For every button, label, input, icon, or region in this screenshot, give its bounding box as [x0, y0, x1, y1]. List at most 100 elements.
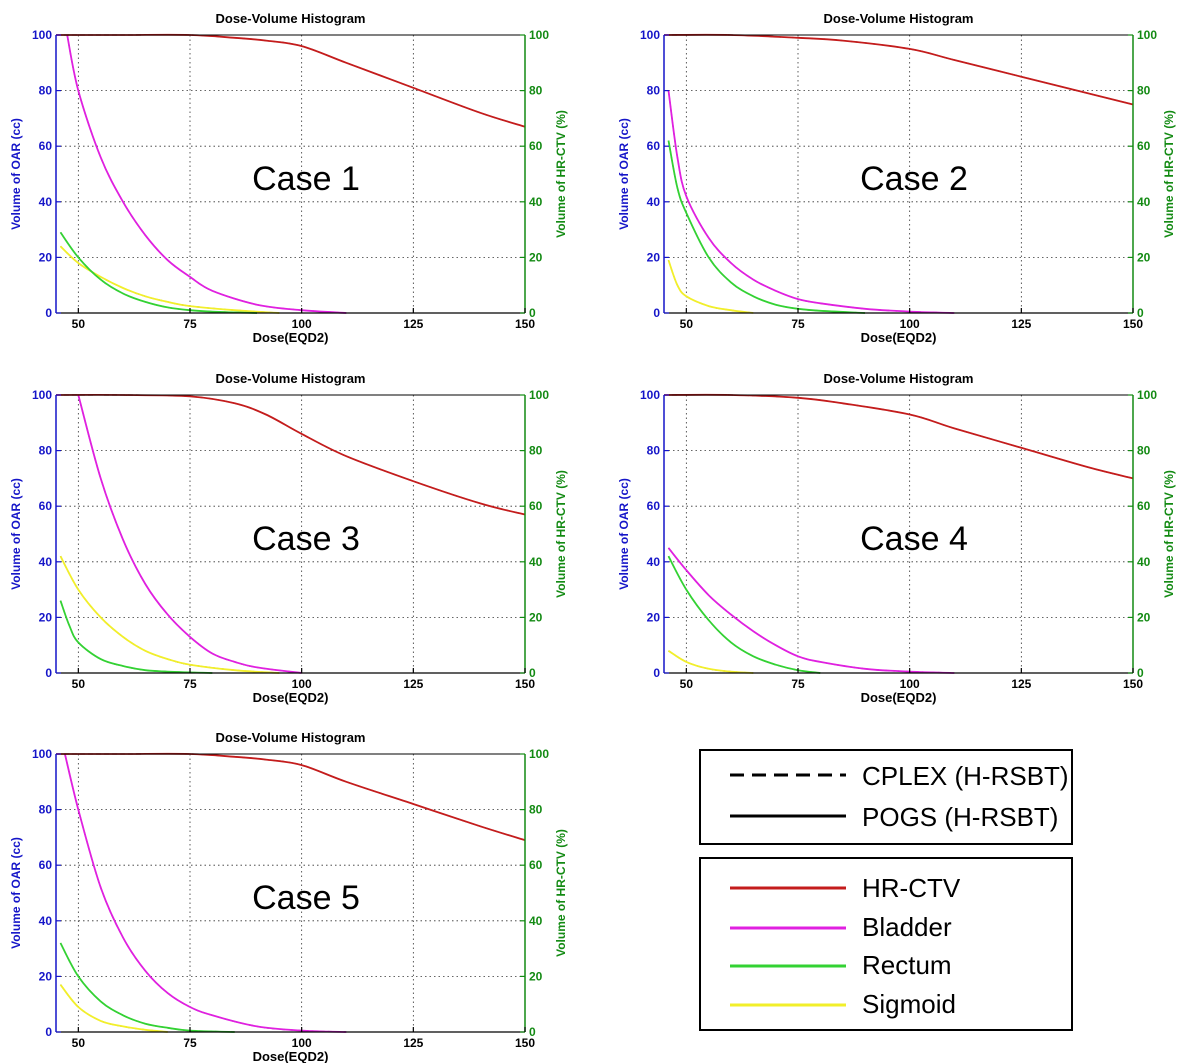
chart-panel-case-4: 0 20 40 60 80 100 0 20 40 60 80 100 50 75 100 125 150 Dos…	[617, 371, 1176, 705]
left-axis-label: Volume of OAR (cc)	[9, 837, 23, 949]
left-tick-label: 100	[32, 388, 52, 402]
case-label: Case 2	[860, 160, 968, 198]
left-axis-label: Volume of OAR (cc)	[617, 118, 631, 230]
right-tick-label: 60	[1137, 139, 1151, 153]
x-tick-label: 50	[72, 1036, 86, 1050]
series-sigmoid-pogs-line	[59, 555, 280, 674]
case-label: Case 1	[252, 160, 360, 198]
series-sigmoid-pogs-line	[667, 259, 754, 314]
legend-hrctv-label: HR-CTV	[862, 873, 961, 903]
legend-cplex-label: CPLEX (H-RSBT)	[862, 761, 1069, 791]
right-tick-label: 80	[1137, 84, 1151, 98]
series-bladder-pogs-line	[66, 34, 347, 314]
chart-panel-case-1: 0 20 40 60 80 100 0 20 40 60 80 100 50 75 100 125 150 Dos…	[9, 11, 568, 345]
plot-area	[664, 35, 1133, 313]
left-tick-label: 80	[39, 444, 53, 458]
plot-area	[56, 754, 525, 1032]
chart-panel-case-2: 0 20 40 60 80 100 0 20 40 60 80 100 50 75 100 125 150 Dos…	[617, 11, 1176, 345]
x-axis-label: Dose(EQD2)	[253, 690, 329, 705]
chart-panel-case-5: 0 20 40 60 80 100 0 20 40 60 80 100 50 75 100 125 150 Dos…	[9, 730, 568, 1063]
series-bladder-pogs-line	[667, 90, 955, 314]
chart-title: Dose-Volume Histogram	[215, 730, 365, 745]
left-tick-label: 0	[653, 666, 660, 680]
left-tick-label: 20	[39, 969, 53, 983]
left-tick-label: 40	[647, 195, 661, 209]
left-axis-label: Volume of OAR (cc)	[9, 478, 23, 590]
legend-structures: HR-CTV Bladder Rectum Sigmoid	[699, 857, 1073, 1031]
x-tick-label: 125	[403, 317, 423, 331]
x-tick-label: 75	[183, 317, 197, 331]
x-axis-label: Dose(EQD2)	[253, 1049, 329, 1063]
plot-area	[664, 395, 1133, 673]
right-tick-label: 0	[1137, 666, 1144, 680]
grid-lines	[56, 395, 525, 673]
series-bladder-pogs-line	[667, 547, 955, 674]
left-tick-label: 40	[647, 555, 661, 569]
series-sigmoid-pogs-line	[668, 650, 754, 674]
right-tick-label: 40	[1137, 195, 1151, 209]
right-tick-label: 80	[529, 84, 543, 98]
left-tick-label: 20	[647, 610, 661, 624]
right-tick-label: 0	[529, 306, 536, 320]
left-tick-label: 0	[45, 306, 52, 320]
left-tick-label: 60	[39, 858, 53, 872]
x-axis-label: Dose(EQD2)	[861, 330, 937, 345]
x-tick-label: 125	[403, 677, 423, 691]
chart-title: Dose-Volume Histogram	[823, 371, 973, 386]
x-axis-label: Dose(EQD2)	[253, 330, 329, 345]
x-tick-label: 75	[791, 317, 805, 331]
x-tick-label: 150	[515, 677, 535, 691]
right-tick-label: 0	[529, 666, 536, 680]
x-tick-label: 100	[900, 317, 920, 331]
left-tick-label: 80	[39, 803, 53, 817]
right-tick-label: 60	[529, 499, 543, 513]
series-bladder-pogs-line	[64, 753, 347, 1033]
right-tick-label: 40	[529, 195, 543, 209]
x-tick-label: 125	[1011, 317, 1031, 331]
right-tick-label: 60	[1137, 499, 1151, 513]
x-tick-label: 75	[183, 677, 197, 691]
right-tick-label: 100	[529, 28, 549, 42]
case-label: Case 3	[252, 520, 360, 558]
right-tick-label: 80	[529, 444, 543, 458]
x-tick-label: 125	[403, 1036, 423, 1050]
right-axis-label: Volume of HR-CTV (%)	[1162, 110, 1176, 238]
left-tick-label: 100	[32, 28, 52, 42]
right-tick-label: 20	[529, 969, 543, 983]
chart-panel-case-3: 0 20 40 60 80 100 0 20 40 60 80 100 50 75 100 125 150 Dos…	[9, 371, 568, 705]
x-tick-label: 150	[1123, 677, 1143, 691]
x-tick-label: 100	[292, 317, 312, 331]
left-tick-label: 40	[39, 914, 53, 928]
right-tick-label: 20	[529, 250, 543, 264]
series-rectum-pogs-line	[59, 942, 235, 1033]
x-axis-label: Dose(EQD2)	[861, 690, 937, 705]
left-tick-label: 60	[647, 139, 661, 153]
series-rectum-pogs-line	[59, 600, 213, 674]
right-tick-label: 100	[1137, 388, 1157, 402]
x-tick-label: 50	[680, 317, 694, 331]
left-axis-label: Volume of OAR (cc)	[617, 478, 631, 590]
right-axis-label: Volume of HR-CTV (%)	[554, 829, 568, 957]
series-rectum-pogs-line	[667, 140, 866, 314]
x-tick-label: 150	[515, 1036, 535, 1050]
right-tick-label: 100	[1137, 28, 1157, 42]
right-tick-label: 20	[1137, 610, 1151, 624]
left-tick-label: 0	[45, 1025, 52, 1039]
grid-lines	[56, 754, 525, 1032]
right-tick-label: 0	[529, 1025, 536, 1039]
grid-lines	[664, 35, 1133, 313]
chart-panels: 0 20 40 60 80 100 0 20 40 60 80 100 50 75 100 125 150 Dos…	[9, 11, 1176, 1063]
right-axis-label: Volume of HR-CTV (%)	[1162, 470, 1176, 598]
right-axis-label: Volume of HR-CTV (%)	[554, 470, 568, 598]
x-tick-label: 50	[72, 317, 86, 331]
legend-rectum-label: Rectum	[862, 950, 952, 980]
x-tick-label: 75	[791, 677, 805, 691]
series-sigmoid-pogs-line	[59, 245, 280, 314]
left-tick-label: 60	[39, 139, 53, 153]
right-tick-label: 60	[529, 139, 543, 153]
right-tick-label: 80	[1137, 444, 1151, 458]
plot-area	[56, 35, 525, 313]
right-tick-label: 100	[529, 388, 549, 402]
left-tick-label: 80	[39, 84, 53, 98]
